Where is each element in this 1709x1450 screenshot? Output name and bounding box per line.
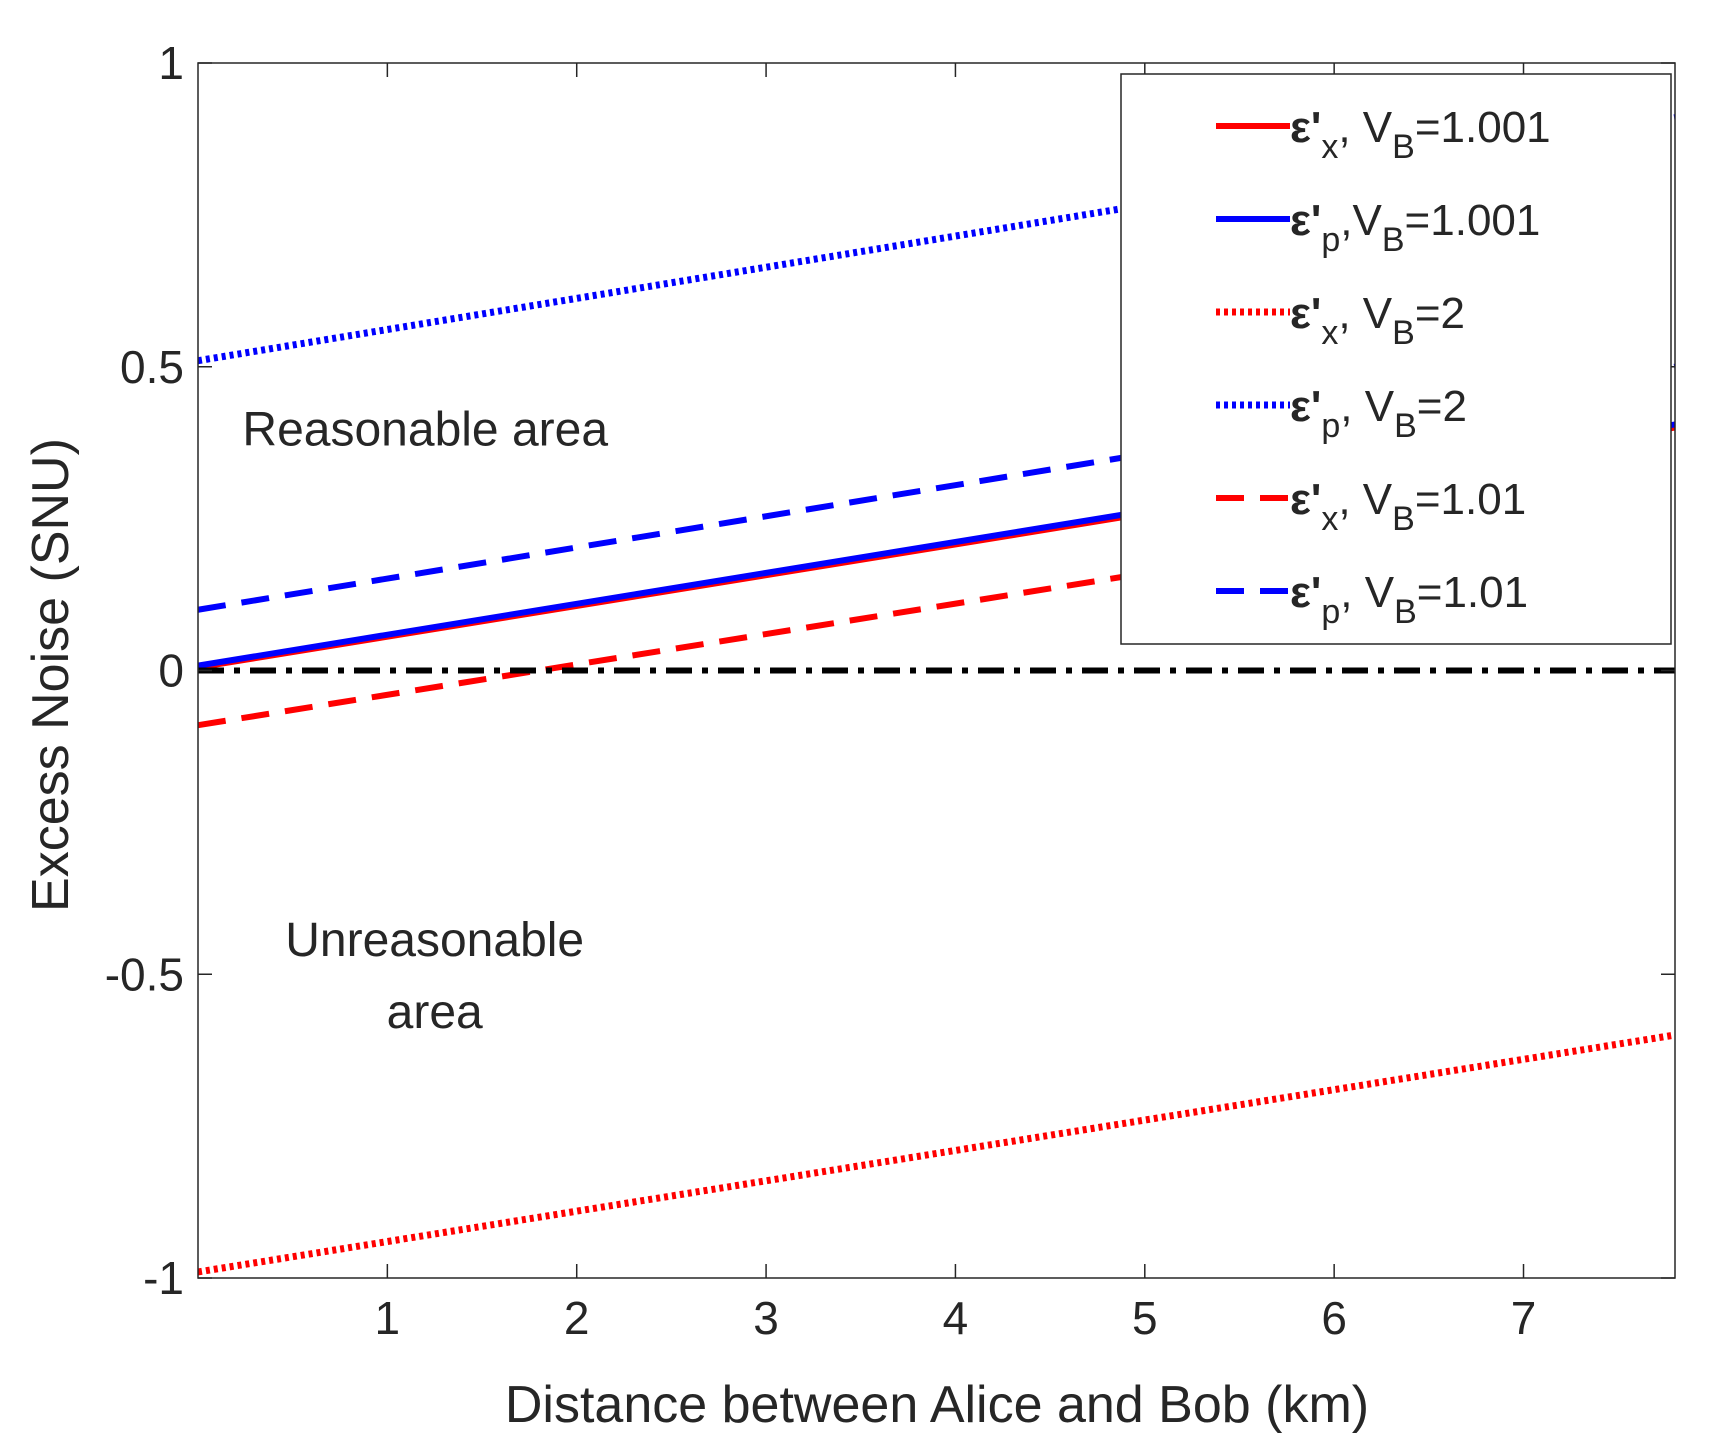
legend-subscript: x — [1321, 500, 1338, 538]
legend-v-subscript: B — [1394, 593, 1417, 631]
annotations: Reasonable area Unreasonable area — [242, 404, 608, 1039]
legend-box — [1120, 73, 1672, 645]
legend-value: =1.01 — [1417, 568, 1528, 617]
legend-rest: , V — [1340, 382, 1394, 431]
x-tick-label: 6 — [1321, 1292, 1347, 1344]
x-tick-label: 7 — [1511, 1292, 1537, 1344]
y-tick-label: 1 — [158, 37, 184, 89]
x-tick-label: 3 — [753, 1292, 779, 1344]
legend-label: ε'x, VB=1.001 — [1290, 103, 1551, 166]
legend-subscript: p — [1321, 407, 1340, 445]
legend-v-subscript: B — [1392, 500, 1415, 538]
legend-subscript: p — [1321, 221, 1340, 259]
annotation-line: Unreasonable — [285, 914, 584, 967]
x-tick-label: 2 — [564, 1292, 590, 1344]
y-tick-label: -1 — [143, 1252, 184, 1304]
legend-v-subscript: B — [1392, 128, 1415, 166]
x-tick-label: 4 — [943, 1292, 969, 1344]
legend-epsilon: ε' — [1290, 568, 1321, 617]
y-tick-label: -0.5 — [105, 948, 184, 1000]
legend-subscript: x — [1321, 128, 1338, 166]
legend-value: =2 — [1415, 289, 1465, 338]
annotation-line: Reasonable area — [242, 404, 608, 457]
y-axis-label: Excess Noise (SNU) — [22, 438, 80, 912]
legend-v-subscript: B — [1392, 314, 1415, 352]
axes: 1 2 3 4 5 6 7 -1 -0.5 0 0.5 1 — [105, 37, 1676, 1344]
legend-epsilon: ε' — [1290, 196, 1321, 245]
legend-label: ε'p, VB=1.01 — [1290, 568, 1528, 631]
y-tick-label: 0 — [158, 645, 184, 697]
legend-rest: , V — [1338, 475, 1392, 524]
legend-epsilon: ε' — [1290, 103, 1321, 152]
annotation-line: area — [387, 986, 483, 1039]
legend-value: =1.01 — [1415, 475, 1526, 524]
legend-rest: , V — [1340, 568, 1394, 617]
x-tick-label: 5 — [1132, 1292, 1158, 1344]
x-axis-label: Distance between Alice and Bob (km) — [505, 1376, 1369, 1434]
legend-v-subscript: B — [1394, 407, 1417, 445]
legend-v-subscript: B — [1382, 221, 1405, 259]
series-line-2 — [197, 1031, 1676, 1276]
y-tick-label: 0.5 — [120, 341, 184, 393]
annotation-text: Reasonable area — [242, 404, 608, 457]
legend-epsilon: ε' — [1290, 289, 1321, 338]
series-line-3 — [197, 114, 1676, 365]
legend-label: ε'p,VB=1.001 — [1290, 196, 1540, 259]
legend-value: =1.001 — [1405, 196, 1541, 245]
legend-subscript: p — [1321, 593, 1340, 631]
legend-rest: , V — [1338, 103, 1392, 152]
legend-rest: , V — [1338, 289, 1392, 338]
legend-label: ε'p, VB=2 — [1290, 382, 1467, 445]
legend-value: =2 — [1417, 382, 1467, 431]
legend-label: ε'x, VB=1.01 — [1290, 475, 1526, 538]
legend-epsilon: ε' — [1290, 382, 1321, 431]
x-tick-label: 1 — [375, 1292, 401, 1344]
legend-epsilon: ε' — [1290, 475, 1321, 524]
legend-value: =1.001 — [1415, 103, 1551, 152]
legend-label: ε'x, VB=2 — [1290, 289, 1465, 352]
legend-rest: ,V — [1340, 196, 1382, 245]
legend-subscript: x — [1321, 314, 1338, 352]
annotation-text: Unreasonable area — [285, 914, 584, 1039]
